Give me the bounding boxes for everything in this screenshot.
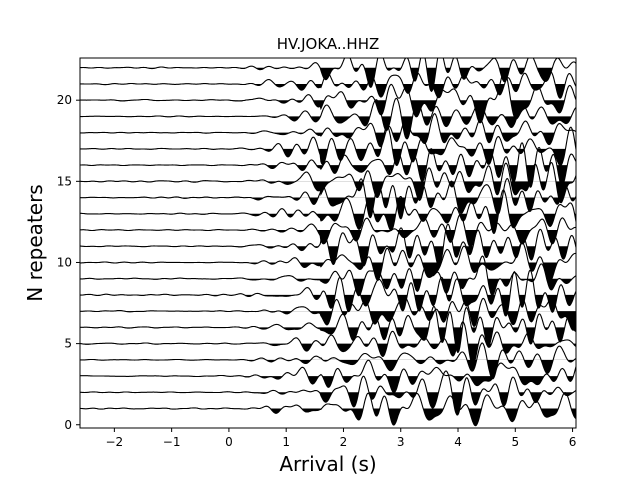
waveform-trace <box>80 177 576 220</box>
x-tick-label: −1 <box>163 435 181 449</box>
trace-fill <box>80 100 576 123</box>
x-tick-label: 3 <box>397 435 405 449</box>
trace-fill <box>80 327 576 353</box>
trace-fill <box>80 408 576 426</box>
x-tick-label: 2 <box>340 435 348 449</box>
trace-fill <box>80 294 576 316</box>
trace-fill <box>80 311 576 331</box>
waveform-trace <box>80 223 576 268</box>
y-tick-label: 5 <box>64 337 72 351</box>
waveform-trace <box>80 214 576 248</box>
x-tick-label: 0 <box>225 435 233 449</box>
trace-line <box>80 370 576 416</box>
trace-line <box>80 321 576 366</box>
x-tick-label: −2 <box>106 435 124 449</box>
waveform-trace <box>80 359 576 394</box>
waveform-trace <box>80 392 576 427</box>
waveform-trace <box>80 189 576 235</box>
y-tick-label: 0 <box>64 418 72 432</box>
trace-fill <box>80 230 576 248</box>
trace-line <box>80 269 576 317</box>
waveform-trace <box>80 97 576 140</box>
trace-line <box>80 97 576 140</box>
trace-line <box>80 189 576 235</box>
plot-area <box>79 57 577 429</box>
trace-line <box>80 71 576 124</box>
x-tick-label: 6 <box>569 435 577 449</box>
y-tick-label: 15 <box>57 174 72 188</box>
trace-line <box>80 223 576 268</box>
chart-title: HV.JOKA..HHZ <box>277 35 380 53</box>
x-tick-label: 4 <box>454 435 462 449</box>
waveform-traces <box>80 58 576 427</box>
waveform-trace <box>80 142 576 188</box>
x-axis-label: Arrival (s) <box>279 452 376 476</box>
waveform-trace <box>80 370 576 416</box>
trace-fill <box>80 67 576 92</box>
x-tick-label: 1 <box>282 435 290 449</box>
waveform-trace <box>80 305 576 354</box>
trace-line <box>80 392 576 427</box>
waveform-trace <box>80 125 576 167</box>
waveform-trace <box>80 321 576 366</box>
trace-line <box>80 342 576 380</box>
x-tick-label: 5 <box>511 435 519 449</box>
trace-line <box>80 296 576 331</box>
trace-fill <box>80 165 576 188</box>
trace-line <box>80 255 576 297</box>
trace-fill <box>80 359 576 379</box>
waveform-trace <box>80 113 576 148</box>
trace-fill <box>80 343 576 365</box>
waveform-trace <box>80 242 576 283</box>
trace-line <box>80 125 576 167</box>
trace-line <box>80 142 576 188</box>
waveform-trace <box>80 342 576 380</box>
y-axis: 0 5 10 15 20 <box>57 93 80 432</box>
x-axis: −2 −1 0 1 2 3 4 5 6 <box>106 428 577 449</box>
waveform-trace <box>80 161 576 204</box>
y-axis-label: N repeaters <box>23 184 47 301</box>
waveform-trace <box>80 71 576 124</box>
y-tick-label: 10 <box>57 255 72 269</box>
waveform-trace <box>80 269 576 317</box>
trace-line <box>80 177 576 220</box>
trace-line <box>80 161 576 204</box>
trace-fill <box>80 132 576 147</box>
trace-fill <box>80 197 576 219</box>
trace-line <box>80 242 576 283</box>
trace-fill <box>80 376 576 393</box>
trace-line <box>80 113 576 148</box>
y-tick-label: 20 <box>57 93 72 107</box>
plot-frame <box>79 57 577 429</box>
trace-line <box>80 305 576 354</box>
waveform-trace <box>80 255 576 297</box>
waveform-trace <box>80 296 576 331</box>
